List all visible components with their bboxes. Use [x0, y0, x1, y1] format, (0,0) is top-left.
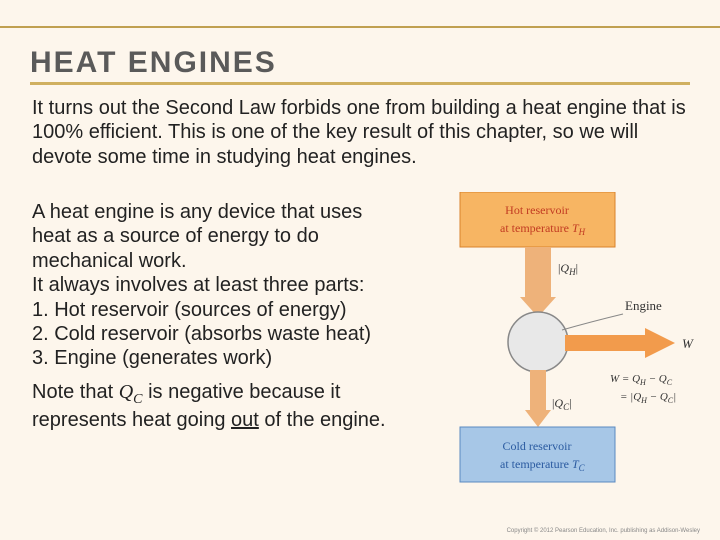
p2-line1: A heat engine is any device that uses — [32, 201, 362, 223]
p2-line6: 2. Cold reservoir (absorbs waste heat) — [32, 323, 371, 345]
qc-arrow-shaft — [530, 370, 546, 410]
engine-circle — [508, 312, 568, 372]
p2-line4: It always involves at least three parts: — [32, 274, 364, 296]
cold-label-1: Cold reservoir — [503, 439, 572, 453]
p2-line3: mechanical work. — [32, 250, 187, 272]
qc-label: |QC| — [552, 396, 572, 412]
p3-a: Note that — [32, 381, 119, 403]
p3-c: C — [133, 392, 142, 407]
paragraph-1: It turns out the Second Law forbids one … — [32, 96, 692, 169]
qc-arrow-head — [525, 410, 551, 427]
p2-line7: 3. Engine (generates work) — [32, 347, 272, 369]
hot-label-2: at temperature TH — [500, 221, 586, 237]
work-arrow-shaft — [565, 335, 645, 351]
heat-engine-diagram: Hot reservoir at temperature TH |QH| Eng… — [450, 192, 710, 492]
w-label: W — [682, 336, 694, 351]
paragraph-2: A heat engine is any device that uses he… — [32, 200, 432, 371]
hot-reservoir-rect — [460, 192, 615, 247]
p3-q: Q — [119, 381, 133, 403]
engine-label: Engine — [625, 298, 662, 313]
p2-line5: 1. Hot reservoir (sources of energy) — [32, 299, 347, 321]
engine-pointer — [562, 314, 623, 330]
cold-reservoir-rect — [460, 427, 615, 482]
eq-line2: = |QH − QC| — [620, 391, 676, 405]
eq-line1: W = QH − QC — [610, 373, 673, 387]
page-title: HEAT ENGINES — [30, 46, 690, 80]
cold-label-2: at temperature TC — [500, 457, 586, 473]
qh-label: |QH| — [558, 261, 578, 277]
work-arrow-head — [645, 328, 675, 358]
p3-out: out — [231, 409, 259, 431]
copyright-text: Copyright © 2012 Pearson Education, Inc.… — [507, 528, 700, 534]
p2-line2: heat as a source of energy to do — [32, 225, 319, 247]
qh-arrow-shaft — [525, 247, 551, 297]
hot-label-1: Hot reservoir — [505, 203, 569, 217]
title-container: HEAT ENGINES — [30, 46, 690, 85]
paragraph-3: Note that QC is negative because it repr… — [32, 380, 432, 432]
p3-d: of the engine. — [259, 409, 386, 431]
top-rule — [0, 26, 720, 28]
